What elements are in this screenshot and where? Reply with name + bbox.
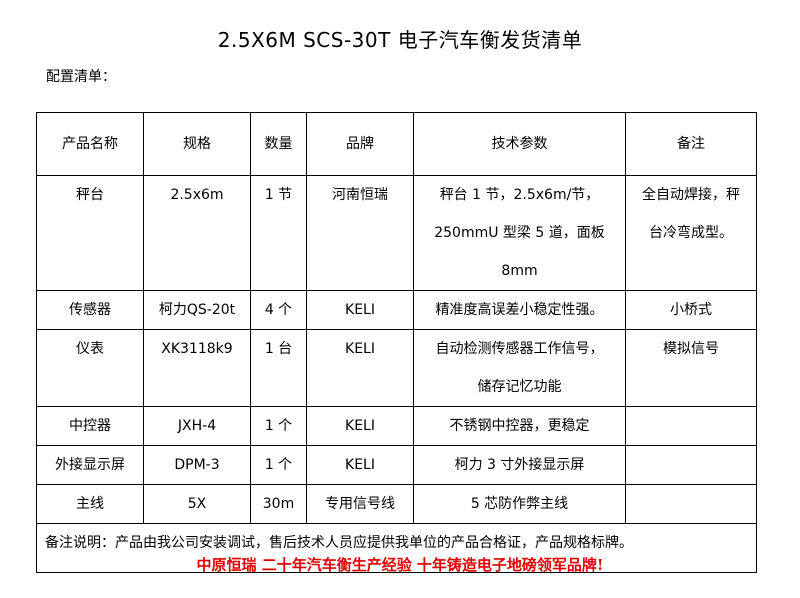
header-cell: 数量 [250,112,307,176]
name-cell: 外接显示屏 [36,445,144,485]
slogan-footer: 中原恒瑞 二十年汽车衡生产经验 十年铸造电子地磅领军品牌! [196,556,604,574]
qty-cell: 30m [250,484,307,524]
spec-cell: 5X [143,484,251,524]
tech-cell: 秤台 1 节，2.5x6m/节， 250mmU 型梁 5 道，面板 8mm [413,175,626,291]
tech-cell: 5 芯防作弊主线 [413,484,626,524]
name-cell: 传感器 [36,290,144,330]
name-cell: 仪表 [36,329,144,407]
shipping-list-table: 产品名称 规格 数量 品牌 技术参数 备注 秤台 2.5x6m 1 节河南恒瑞 秤台 … [36,112,757,573]
remark-cell: 全自动焊接，秤 台冷弯成型。 [625,175,757,291]
table-row: 主线 5X 30m 专用信号线 5 芯防作弊主线 [36,484,757,524]
remark-line: 模拟信号 [663,341,719,357]
spec-cell: 2.5x6m [143,175,251,291]
name-cell: 中控器 [36,406,144,446]
spec-cell: 柯力QS-20t [143,290,251,330]
remark-cell [625,406,757,446]
qty-cell: 1 个 [250,406,307,446]
tech-line: 不锈钢中控器，更稳定 [449,418,590,434]
brand-cell: KELI [306,406,414,446]
tech-cell: 自动检测传感器工作信号， 储存记忆功能 [413,329,626,407]
spec-cell: DPM-3 [143,445,251,485]
tech-cell: 柯力 3 寸外接显示屏 [413,445,626,485]
table-header-row: 产品名称 规格 数量 品牌 技术参数 备注 [36,112,757,176]
tech-cell: 不锈钢中控器，更稳定 [413,406,626,446]
qty-cell: 1 台 [250,329,307,407]
qty-cell: 4 个 [250,290,307,330]
table-row: 秤台 2.5x6m 1 节河南恒瑞 秤台 1 节，2.5x6m/节， 250mmU 型梁… [36,175,757,291]
name-cell: 主线 [36,484,144,524]
brand-cell: 专用信号线 [306,484,414,524]
brand-cell: KELI [306,329,414,407]
header-cell: 备注 [625,112,757,176]
remark-line: 小桥式 [670,302,712,318]
page-title: 2.5X6M SCS-30T 电子汽车衡发货清单 [217,28,583,52]
remark-cell: 模拟信号 [625,329,757,407]
tech-line: 柯力 3 寸外接显示屏 [454,457,585,473]
tech-line: 5 芯防作弊主线 [470,496,569,512]
qty-cell: 1 个 [250,445,307,485]
qty-cell: 1 节 [250,175,307,291]
remark-cell [625,445,757,485]
header-cell: 产品名称 [36,112,144,176]
table-row: 外接显示屏 DPM-3 1 个 KELI 柯力 3 寸外接显示屏 [36,445,757,485]
brand-cell: KELI [306,445,414,485]
remark-line: 全自动焊接，秤 [642,187,740,203]
brand-cell: KELI [306,290,414,330]
spec-cell: XK3118k9 [143,329,251,407]
header-cell: 品牌 [306,112,414,176]
tech-line: 秤台 1 节，2.5x6m/节， [439,187,600,203]
config-list-label: 配置清单： [46,69,116,85]
table-row: 仪表 XK3118k9 1 台 KELI 自动检测传感器工作信号， 储存记忆功能 模拟信号 [36,329,757,407]
note-row: 备注说明：产品由我公司安装调试，售后技术人员应提供我单位的产品合格证，产品规格标… [36,523,757,573]
spec-cell: JXH-4 [143,406,251,446]
tech-line: 储存记忆功能 [477,379,562,395]
tech-line: 自动检测传感器工作信号， [435,341,604,357]
tech-line: 精准度高误差小稳定性强。 [435,302,604,318]
note-text: 备注说明：产品由我公司安装调试，售后技术人员应提供我单位的产品合格证，产品规格标… [36,523,757,573]
table-row: 传感器 柯力QS-20t 4 个 KELI 精准度高误差小稳定性强。 小桥式 [36,290,757,330]
remark-cell: 小桥式 [625,290,757,330]
brand-cell: 河南恒瑞 [306,175,414,291]
remark-line: 台冷弯成型。 [649,225,733,241]
header-cell: 规格 [143,112,251,176]
name-cell: 秤台 [36,175,144,291]
header-cell: 技术参数 [413,112,626,176]
tech-cell: 精准度高误差小稳定性强。 [413,290,626,330]
table-row: 中控器 JXH-4 1 个 KELI 不锈钢中控器，更稳定 [36,406,757,446]
remark-cell [625,484,757,524]
tech-line: 250mmU 型梁 5 道，面板 8mm [434,225,605,279]
